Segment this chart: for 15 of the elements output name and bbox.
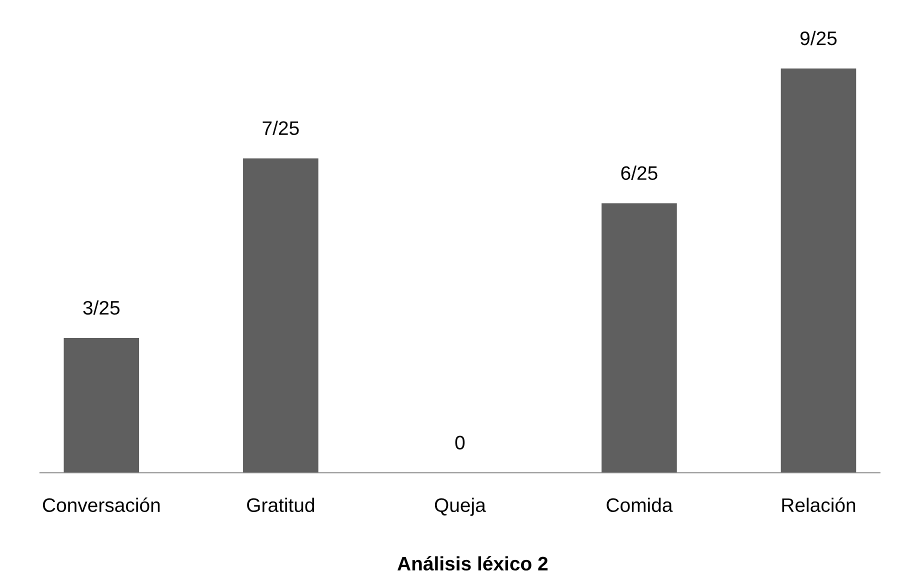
bar: [243, 158, 318, 473]
bar: [780, 68, 856, 473]
data-label: 9/25: [800, 30, 837, 46]
x-tick-label: Queja: [434, 498, 486, 516]
text: Análisis léxico 2: [398, 556, 548, 571]
data-label: 0: [455, 436, 465, 450]
x-tick-label: Conversación: [42, 498, 160, 512]
x-tick-label: Relación: [782, 498, 856, 512]
data-label: 7/25: [262, 120, 299, 136]
data-label: 6/25: [621, 166, 658, 180]
x-tick-label: Comida: [606, 498, 673, 512]
bar: [602, 203, 677, 473]
data-label: 3/25: [83, 300, 120, 315]
x-tick-label: Gratitud: [247, 498, 314, 512]
bar: [64, 338, 140, 473]
